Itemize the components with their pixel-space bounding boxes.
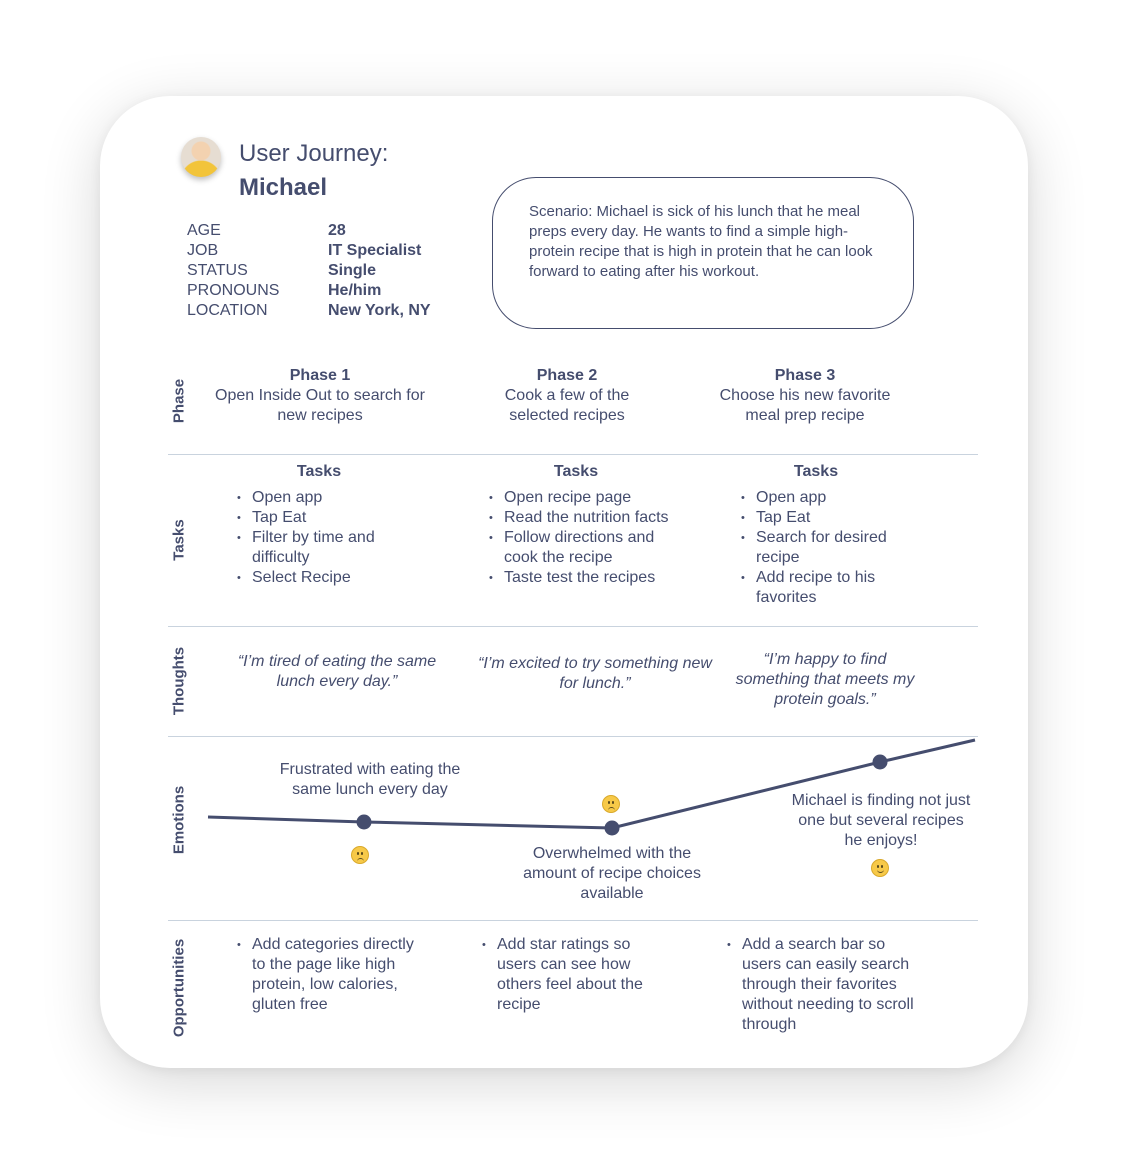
title-line-2: Michael — [239, 174, 328, 201]
thought-quote: “I’m excited to try something new for lu… — [478, 655, 712, 692]
task-list: Open recipe page Read the nutrition fact… — [489, 488, 689, 588]
list-item: Select Recipe — [237, 568, 417, 588]
list-item: Open recipe page — [489, 488, 689, 508]
profile-row: PRONOUNS He/him — [187, 281, 431, 301]
profile-info: AGE 28 JOB IT Specialist STATUS Single PRON… — [187, 221, 431, 321]
emotion-text: Overwhelmed with the amount of recipe ch… — [523, 845, 701, 902]
profile-value: IT Specialist — [328, 242, 422, 259]
phase-cell: Phase 2 Cook a few of the selected recip… — [487, 366, 647, 426]
tasks-heading: Tasks — [793, 463, 839, 480]
title-line-1: User Journey: — [239, 140, 389, 167]
row-divider — [168, 736, 978, 737]
emotion-point — [872, 754, 888, 770]
profile-row: JOB IT Specialist — [187, 241, 431, 261]
row-divider — [168, 454, 978, 455]
phase-desc: Choose his new favorite meal prep recipe — [719, 387, 891, 424]
thought-quote: “I’m happy to find something that meets … — [735, 651, 915, 708]
opportunity-list: Add a search bar so users can easily sea… — [727, 935, 927, 1035]
list-item: Add star ratings so users can see how ot… — [482, 935, 662, 1015]
scenario-box: Scenario: Michael is sick of his lunch t… — [492, 177, 914, 329]
smiling-face-icon — [871, 859, 889, 877]
list-item: Read the nutrition facts — [489, 508, 689, 528]
list-item: Taste test the recipes — [489, 568, 689, 588]
phase-cell: Phase 3 Choose his new favorite meal pre… — [705, 366, 905, 426]
opportunity-list: Add star ratings so users can see how ot… — [482, 935, 662, 1015]
tasks-heading: Tasks — [553, 463, 599, 480]
phase-desc: Cook a few of the selected recipes — [504, 387, 630, 424]
phase-title: Phase 2 — [536, 367, 598, 384]
profile-row: AGE 28 — [187, 221, 431, 241]
profile-label: JOB — [187, 242, 219, 259]
profile-label: AGE — [187, 222, 221, 239]
list-item: Filter by time and difficulty — [237, 528, 417, 568]
phase-desc: Open Inside Out to search for new recipe… — [215, 387, 425, 424]
opportunity-list: Add categories directly to the page like… — [237, 935, 427, 1015]
profile-value: 28 — [328, 222, 346, 239]
profile-value: He/him — [328, 282, 382, 299]
phase-cell: Phase 1 Open Inside Out to search for ne… — [210, 366, 430, 426]
thought-quote: “I’m tired of eating the same lunch ever… — [237, 653, 437, 690]
profile-label: LOCATION — [187, 302, 268, 319]
emotion-text: Frustrated with eating the same lunch ev… — [279, 761, 461, 798]
list-item: Add a search bar so users can easily sea… — [727, 935, 927, 1035]
worried-face-icon — [351, 846, 369, 864]
list-item: Follow directions and cook the recipe — [489, 528, 689, 568]
list-item: Open app — [237, 488, 417, 508]
task-list: Open app Tap Eat Search for desired reci… — [741, 488, 921, 608]
profile-label: PRONOUNS — [187, 282, 280, 299]
row-divider — [168, 920, 978, 921]
profile-value: Single — [328, 262, 377, 279]
emotion-point — [604, 820, 620, 836]
profile-value: New York, NY — [328, 302, 431, 319]
list-item: Add recipe to his favorites — [741, 568, 921, 608]
emotion-text: Michael is finding not just one but seve… — [791, 792, 971, 849]
profile-label: STATUS — [187, 262, 248, 279]
emotion-point — [356, 814, 372, 830]
list-item: Add categories directly to the page like… — [237, 935, 427, 1015]
tasks-heading: Tasks — [296, 463, 342, 480]
profile-row: LOCATION New York, NY — [187, 301, 431, 321]
list-item: Tap Eat — [237, 508, 417, 528]
row-divider — [168, 626, 978, 627]
phase-title: Phase 1 — [289, 367, 351, 384]
list-item: Open app — [741, 488, 921, 508]
list-item: Tap Eat — [741, 508, 921, 528]
avatar — [181, 137, 221, 177]
phase-title: Phase 3 — [774, 367, 836, 384]
profile-row: STATUS Single — [187, 261, 431, 281]
list-item: Search for desired recipe — [741, 528, 921, 568]
worried-face-icon — [602, 795, 620, 813]
task-list: Open app Tap Eat Filter by time and diff… — [237, 488, 417, 588]
page-title: User Journey: Michael — [239, 137, 388, 205]
